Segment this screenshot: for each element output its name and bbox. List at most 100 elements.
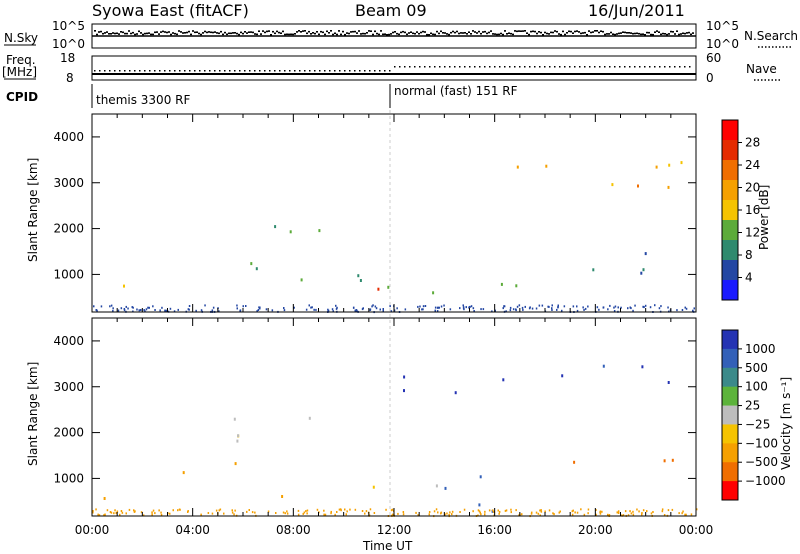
nave-sample [294, 70, 296, 72]
range-gate-cell [622, 514, 625, 517]
range-gate-cell [259, 306, 261, 309]
range-gate-cell [159, 309, 161, 312]
range-gate-cell [617, 512, 620, 514]
noise-sample [438, 32, 440, 35]
noise-sample [388, 33, 390, 36]
range-gate-cell [402, 513, 405, 516]
range-gate-cell [502, 307, 504, 310]
range-gate-cell [661, 508, 664, 511]
noise-sample [618, 32, 620, 35]
range-gate-cell [147, 306, 149, 309]
range-gate-cell [521, 306, 524, 309]
range-gate-cell [440, 305, 443, 308]
range-gate-cell [454, 391, 457, 395]
noise-sample [554, 30, 556, 32]
range-gate-cell [323, 513, 325, 516]
noise-sample [396, 32, 398, 35]
noise-sample [468, 31, 470, 33]
nave-sample [114, 70, 116, 72]
noise-sample [540, 31, 542, 34]
nave-sample [649, 66, 651, 68]
range-gate-cell [537, 512, 540, 515]
range-gate-cell [509, 306, 512, 309]
velocity-colorbar-swatch [722, 481, 738, 501]
noise-sample [474, 31, 476, 33]
noise-sample [570, 30, 572, 33]
noise-sample [496, 33, 498, 36]
nave-sample [304, 70, 306, 72]
range-gate-cell [120, 510, 123, 512]
range-gate-cell [599, 510, 602, 513]
noise-sample [416, 31, 418, 33]
noise-sample [224, 31, 226, 34]
range-gate-cell [334, 513, 336, 516]
range-gate-cell [390, 310, 393, 313]
noise-sample [644, 34, 646, 36]
range-gate-cell [685, 513, 687, 516]
range-gate-cell [379, 308, 381, 311]
nave-sample [579, 66, 581, 68]
noise-right-tick-bottom: 10^0 [706, 37, 739, 51]
range-gate-cell [616, 511, 618, 514]
noise-sample [300, 31, 302, 33]
noise-sample [678, 33, 680, 36]
noise-sample [432, 33, 434, 36]
noise-sample [634, 32, 636, 35]
nave-sample [549, 66, 551, 68]
range-gate-cell [551, 307, 553, 310]
noise-sample [428, 34, 430, 36]
range-gate-cell [359, 279, 362, 282]
range-gate-cell [103, 497, 106, 500]
nave-sample [94, 70, 96, 72]
range-gate-cell [134, 510, 136, 513]
noise-sample [590, 31, 592, 34]
noise-sample [306, 32, 308, 35]
range-gate-cell [571, 510, 574, 513]
noise-sample [382, 33, 384, 36]
noise-sample [404, 31, 406, 34]
nave-sample [544, 66, 546, 68]
noise-sample [298, 30, 300, 32]
noise-sample [576, 30, 578, 32]
noise-sample [124, 32, 126, 35]
range-gate-cell [178, 508, 181, 511]
range-gate-cell [271, 309, 274, 312]
noise-sample [588, 30, 590, 32]
range-gate-cell [469, 305, 471, 308]
noise-sample [560, 33, 562, 36]
nave-sample [169, 70, 171, 72]
noise-sample [132, 31, 134, 34]
range-gate-cell [449, 308, 452, 311]
range-gate-cell [576, 511, 579, 514]
range-gate-cell [212, 306, 215, 309]
noise-sample [456, 30, 458, 33]
range-gate-cell [369, 508, 372, 511]
x-tick-label: 16:00 [477, 523, 512, 537]
noise-sample [692, 32, 694, 34]
nave-sample [594, 66, 596, 68]
noise-sample [370, 30, 372, 32]
range-gate-cell [289, 230, 292, 234]
power-colorbar-swatch [722, 280, 738, 301]
range-gate-cell [152, 305, 154, 308]
range-gate-cell [207, 512, 210, 514]
range-gate-cell [158, 509, 160, 512]
range-gate-cell [284, 512, 286, 515]
nave-sample [394, 66, 396, 68]
range-gate-cell [658, 307, 661, 310]
range-gate-cell [434, 306, 437, 309]
range-gate-cell [667, 306, 669, 309]
range-gate-cell [638, 510, 640, 513]
range-gate-cell [182, 471, 185, 475]
range-gate-cell [339, 508, 342, 511]
noise-sample [140, 32, 142, 34]
noise-sample [158, 33, 160, 35]
range-gate-cell [444, 486, 447, 490]
nave-sample [369, 70, 371, 72]
range-gate-cell [654, 304, 656, 307]
nave-sample [554, 66, 556, 68]
range-gate-cell [558, 511, 560, 514]
range-gate-cell [424, 305, 427, 307]
range-gate-cell [160, 511, 162, 514]
range-gate-cell [218, 509, 220, 512]
